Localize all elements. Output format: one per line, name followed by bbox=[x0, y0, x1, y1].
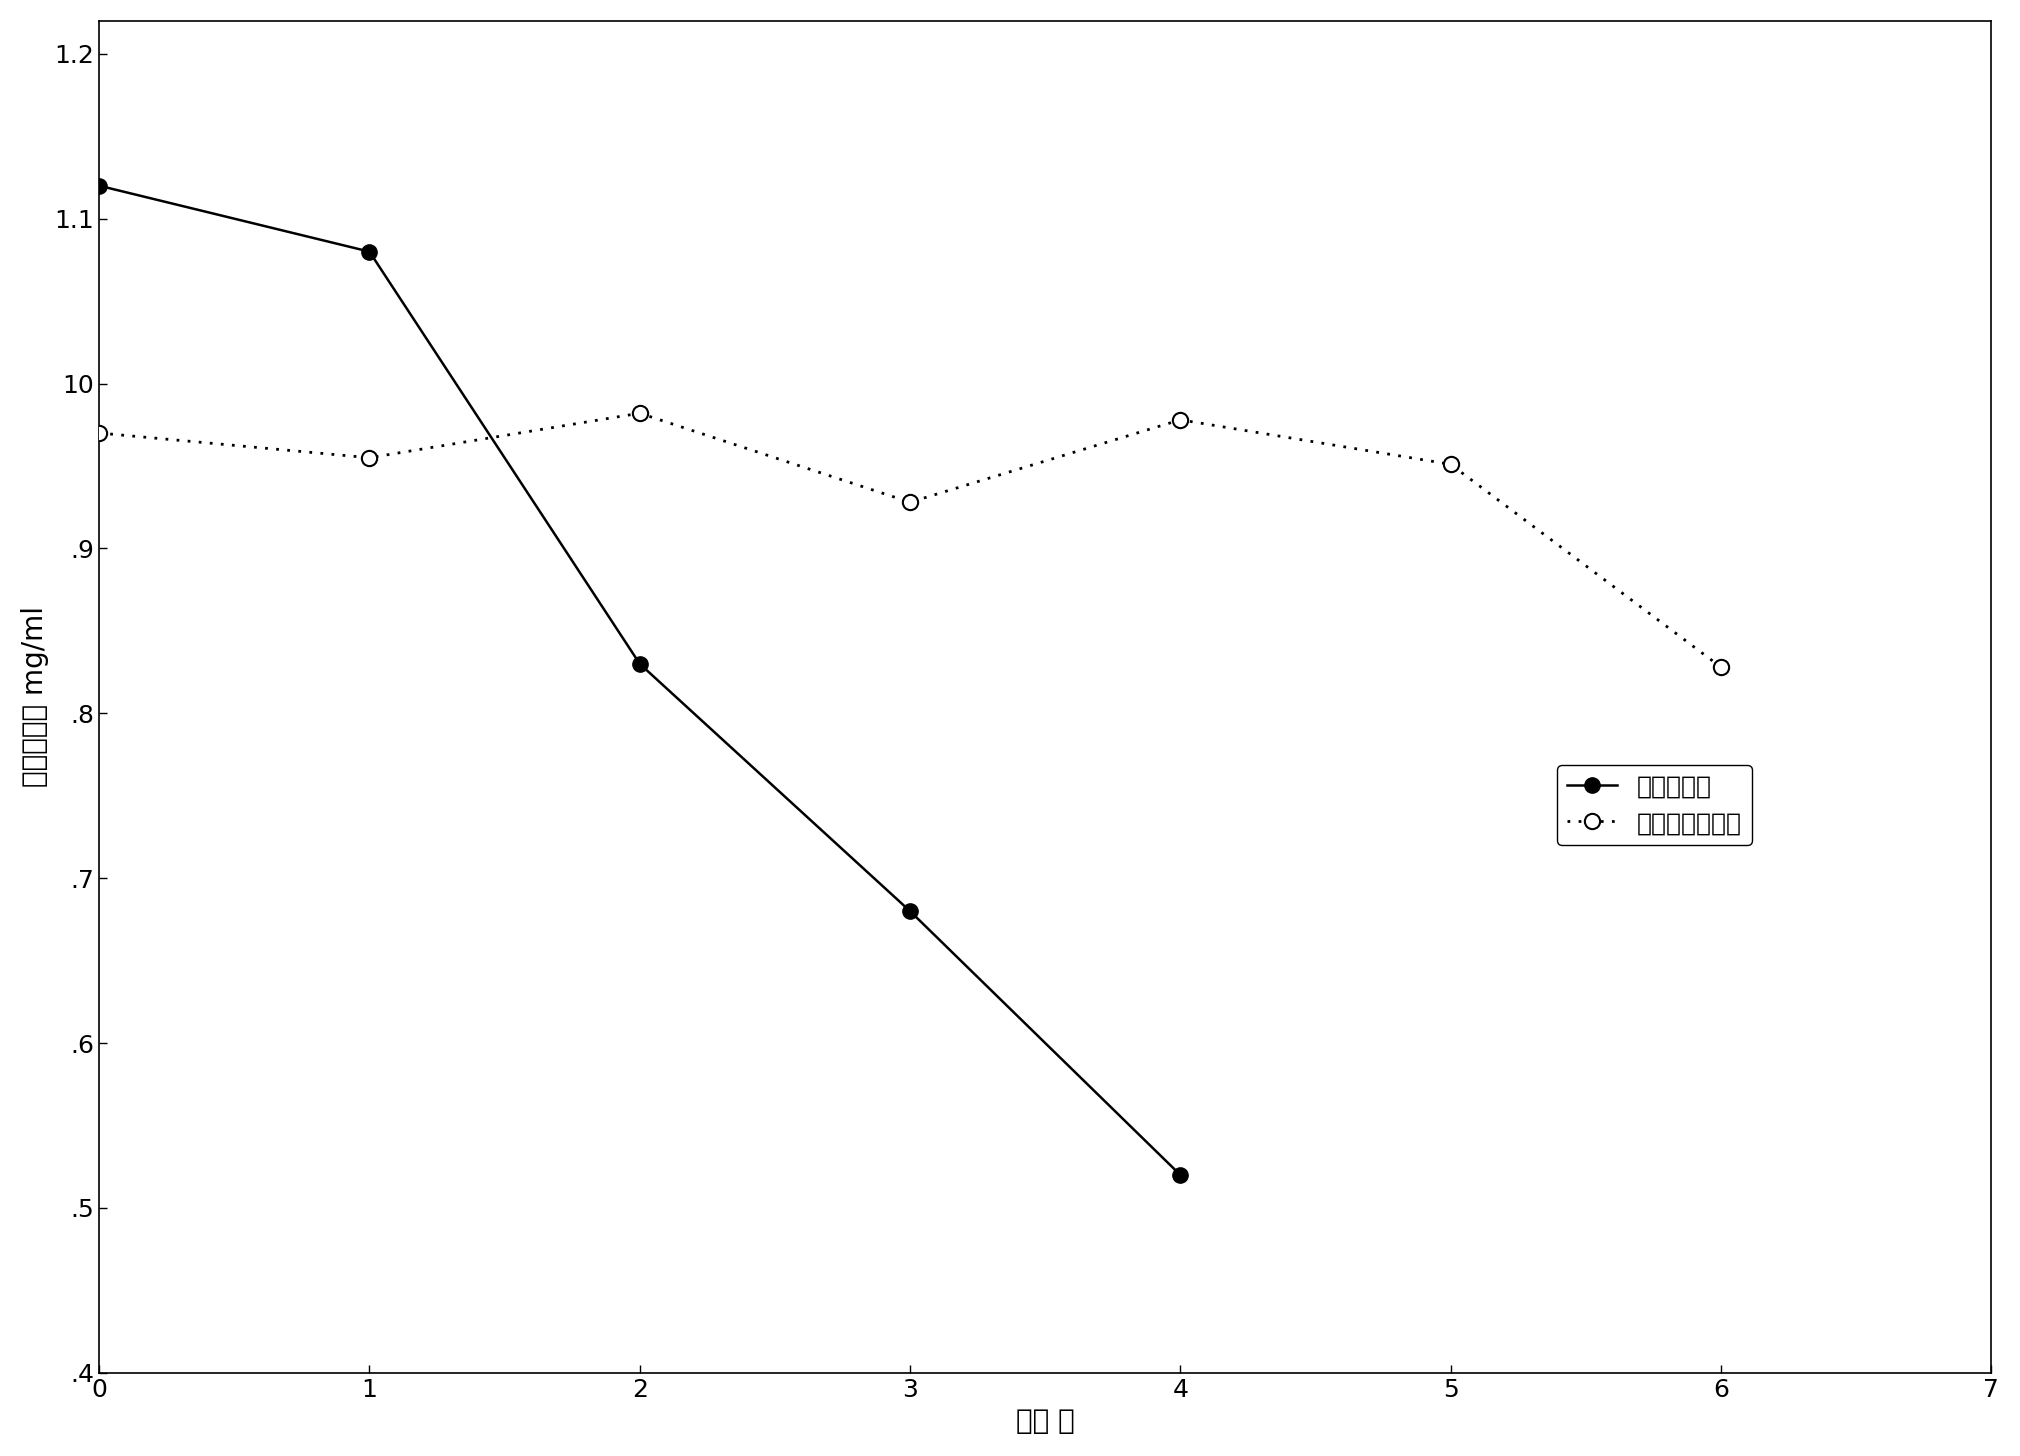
紫杉醇混合胶束 bbox=[628, 405, 652, 422]
紫杉醇胶束 bbox=[358, 243, 382, 261]
Line: 紫杉醇混合胶束: 紫杉醇混合胶束 bbox=[91, 406, 1729, 674]
紫杉醇混合胶束 bbox=[87, 424, 111, 441]
紫杉醇胶束 bbox=[1168, 1166, 1192, 1184]
紫杉醇胶束 bbox=[628, 655, 652, 673]
Legend: 紫杉醇胶束, 紫杉醇混合胶束: 紫杉醇胶束, 紫杉醇混合胶束 bbox=[1557, 764, 1751, 844]
紫杉醇胶束 bbox=[87, 178, 111, 195]
Line: 紫杉醇胶束: 紫杉醇胶束 bbox=[91, 178, 1188, 1182]
紫杉醇混合胶束 bbox=[899, 494, 923, 511]
Y-axis label: 紫杉醇浓度 mg/ml: 紫杉醇浓度 mg/ml bbox=[20, 606, 48, 788]
紫杉醇混合胶束 bbox=[358, 448, 382, 466]
X-axis label: 时间 天: 时间 天 bbox=[1016, 1406, 1075, 1436]
紫杉醇胶束 bbox=[899, 903, 923, 920]
紫杉醇混合胶束 bbox=[1168, 411, 1192, 428]
紫杉醇混合胶束 bbox=[1438, 456, 1462, 473]
紫杉醇混合胶束 bbox=[1709, 658, 1733, 676]
